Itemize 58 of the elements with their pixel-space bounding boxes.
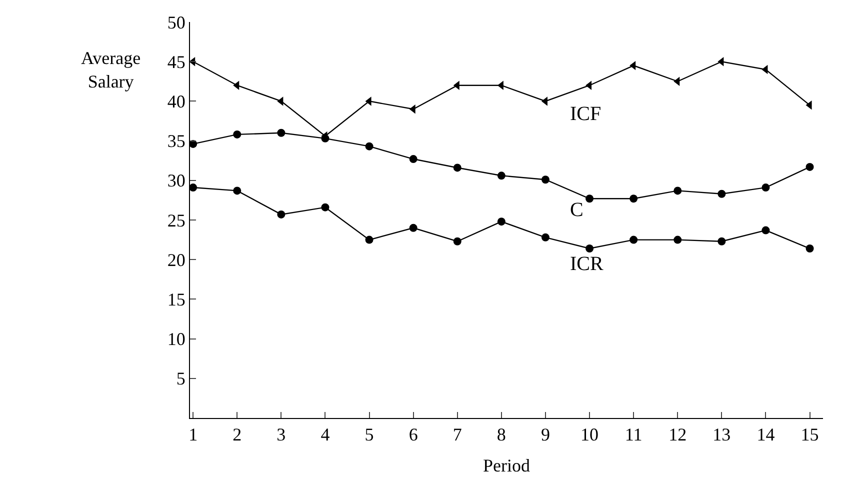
x-tick-label: 6 <box>408 424 418 445</box>
point <box>189 184 198 192</box>
point <box>409 155 418 164</box>
point <box>453 164 462 172</box>
x-tick-label: 11 <box>624 424 642 445</box>
x-tick-label: 10 <box>580 424 599 445</box>
series-label: ICF <box>570 103 602 125</box>
y-tick-label: 40 <box>167 92 186 112</box>
point <box>497 172 506 180</box>
x-tick-label: 15 <box>800 424 819 445</box>
point <box>233 130 242 138</box>
y-tick-label: 15 <box>167 290 186 310</box>
point <box>806 244 814 253</box>
x-tick-label: 14 <box>756 424 775 445</box>
y-tick-label: 10 <box>167 329 186 350</box>
point <box>762 226 770 234</box>
point <box>233 186 242 195</box>
point <box>718 237 726 246</box>
x-tick-label: 9 <box>540 424 550 445</box>
point <box>277 128 286 137</box>
point <box>674 186 682 195</box>
x-tick-label: 8 <box>496 424 506 445</box>
y-tick-label: 35 <box>167 131 186 152</box>
x-axis-title: Period <box>483 456 530 476</box>
point <box>365 142 374 150</box>
point <box>409 224 418 232</box>
y-tick-label: 50 <box>167 12 186 32</box>
point <box>762 184 770 192</box>
y-tick-label: 25 <box>167 210 186 230</box>
x-tick-label: 4 <box>320 424 330 445</box>
point <box>718 190 726 198</box>
y-axis-title: Average Salary <box>81 48 141 92</box>
series-label: C <box>570 199 584 221</box>
x-tick-label: 12 <box>668 424 687 445</box>
point <box>541 233 550 242</box>
x-tick-label: 3 <box>276 424 286 445</box>
y-tick-label: 20 <box>167 250 186 270</box>
x-tick-label: 7 <box>452 424 462 445</box>
point <box>586 194 594 203</box>
point <box>453 237 462 246</box>
point <box>365 236 374 244</box>
y-tick-label: 45 <box>167 52 186 72</box>
series-label: ICR <box>570 253 604 275</box>
x-tick-label: 5 <box>364 424 374 445</box>
point <box>630 194 638 203</box>
point <box>321 203 330 212</box>
point <box>497 218 506 226</box>
x-tick-label: 1 <box>188 424 198 445</box>
point <box>541 176 550 184</box>
y-tick-label: 5 <box>176 368 186 389</box>
point <box>630 236 638 244</box>
point <box>806 162 814 171</box>
x-tick-label: 13 <box>712 424 731 445</box>
y-tick-label: 30 <box>167 170 186 191</box>
point <box>586 244 594 253</box>
x-tick-label: 2 <box>232 424 242 445</box>
point <box>277 210 286 218</box>
point <box>674 236 682 244</box>
